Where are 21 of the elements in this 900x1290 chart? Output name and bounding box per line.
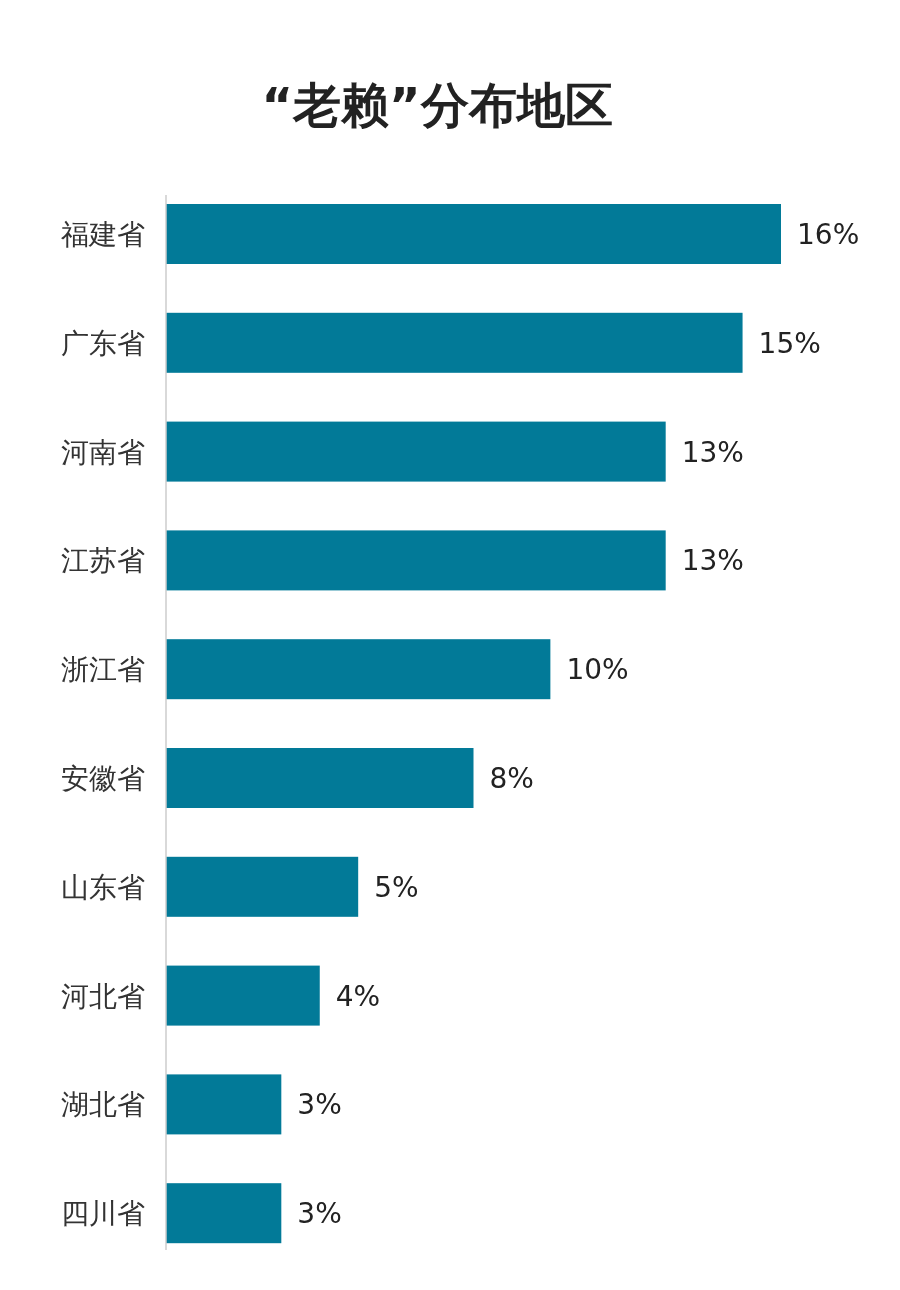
value-label: 8% <box>489 762 534 795</box>
value-label: 13% <box>681 544 744 578</box>
category-label: 山东省 <box>61 870 145 904</box>
category-label: 广东省 <box>61 326 145 360</box>
value-label: 15% <box>758 326 821 360</box>
value-label: 3% <box>297 1197 342 1231</box>
category-label: 河北省 <box>61 979 145 1013</box>
value-label: 5% <box>374 870 419 904</box>
category-label: 四川省 <box>61 1197 145 1231</box>
category-label: 安徽省 <box>61 762 145 795</box>
category-label: 河南省 <box>61 435 145 469</box>
title: “老赖”分布地区 <box>261 77 613 133</box>
category-label: 福建省 <box>61 218 145 251</box>
category-label: 湖北省 <box>61 1088 145 1122</box>
category-label: 浙江省 <box>61 653 145 687</box>
value-label: 10% <box>566 653 629 687</box>
value-label: 4% <box>335 979 381 1013</box>
category-label: 江苏省 <box>61 544 145 578</box>
value-label: 3% <box>297 1088 342 1122</box>
value-label: 13% <box>681 435 744 469</box>
value-label: 16% <box>797 218 860 251</box>
